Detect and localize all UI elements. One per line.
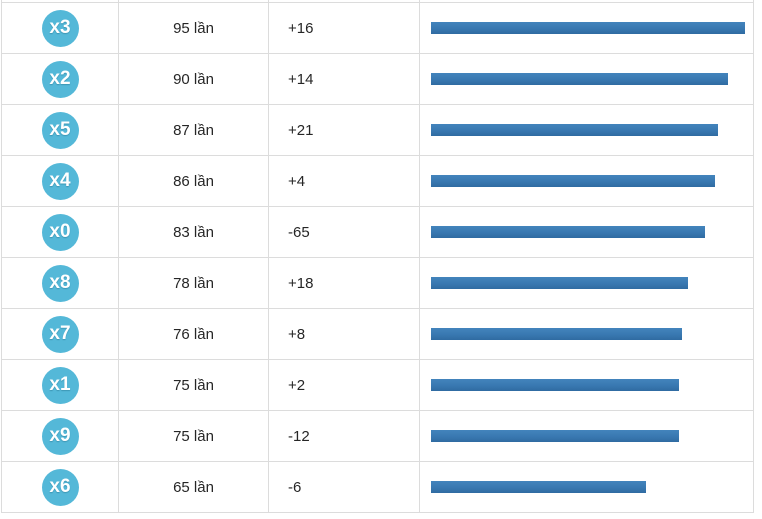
frequency-bar	[431, 328, 682, 340]
frequency-bar	[431, 22, 745, 34]
digit-badge: x4	[41, 162, 79, 200]
delta-value: -6	[288, 478, 302, 496]
frequency-bar	[431, 73, 728, 85]
frequency-value: 78 lần	[173, 274, 214, 292]
delta-value: +21	[288, 121, 314, 139]
table-row: x2 90 lần +14	[2, 53, 753, 104]
delta-value: +4	[288, 172, 306, 190]
delta-value: +8	[288, 325, 306, 343]
frequency-bar	[431, 481, 646, 493]
table-row: x4 86 lần +4	[2, 155, 753, 206]
frequency-table: x3 95 lần +16 x2 90 lần +14 x5 87 lần +2…	[1, 0, 754, 513]
digit-badge: x8	[41, 264, 79, 302]
frequency-value: 87 lần	[173, 121, 214, 139]
digit-badge: x5	[41, 111, 79, 149]
digit-badge: x2	[41, 60, 79, 98]
digit-badge: x0	[41, 213, 79, 251]
frequency-value: 75 lần	[173, 427, 214, 445]
table-row: x9 75 lần -12	[2, 410, 753, 461]
delta-value: -12	[288, 427, 310, 445]
frequency-bar	[431, 124, 718, 136]
digit-badge: x1	[41, 366, 79, 404]
table-row: x0 83 lần -65	[2, 206, 753, 257]
delta-value: +18	[288, 274, 314, 292]
table-row: x5 87 lần +21	[2, 104, 753, 155]
digit-badge: x7	[41, 315, 79, 353]
frequency-value: 83 lần	[173, 223, 214, 241]
table-row: x1 75 lần +2	[2, 359, 753, 410]
frequency-bar	[431, 430, 679, 442]
digit-badge: x3	[41, 9, 79, 47]
table-row: x3 95 lần +16	[2, 2, 753, 53]
frequency-value: 75 lần	[173, 376, 214, 394]
frequency-value: 95 lần	[173, 19, 214, 37]
frequency-value: 76 lần	[173, 325, 214, 343]
delta-value: +2	[288, 376, 306, 394]
table-row: x6 65 lần -6	[2, 461, 753, 513]
cropped-row-edge	[2, 0, 753, 2]
frequency-bar	[431, 379, 679, 391]
frequency-value: 86 lần	[173, 172, 214, 190]
frequency-bar	[431, 175, 715, 187]
delta-value: +14	[288, 70, 314, 88]
frequency-bar	[431, 226, 705, 238]
table-row: x8 78 lần +18	[2, 257, 753, 308]
frequency-value: 90 lần	[173, 70, 214, 88]
delta-value: +16	[288, 19, 314, 37]
frequency-bar	[431, 277, 688, 289]
table-row: x7 76 lần +8	[2, 308, 753, 359]
delta-value: -65	[288, 223, 310, 241]
digit-badge: x6	[41, 468, 79, 506]
frequency-value: 65 lần	[173, 478, 214, 496]
digit-badge: x9	[41, 417, 79, 455]
